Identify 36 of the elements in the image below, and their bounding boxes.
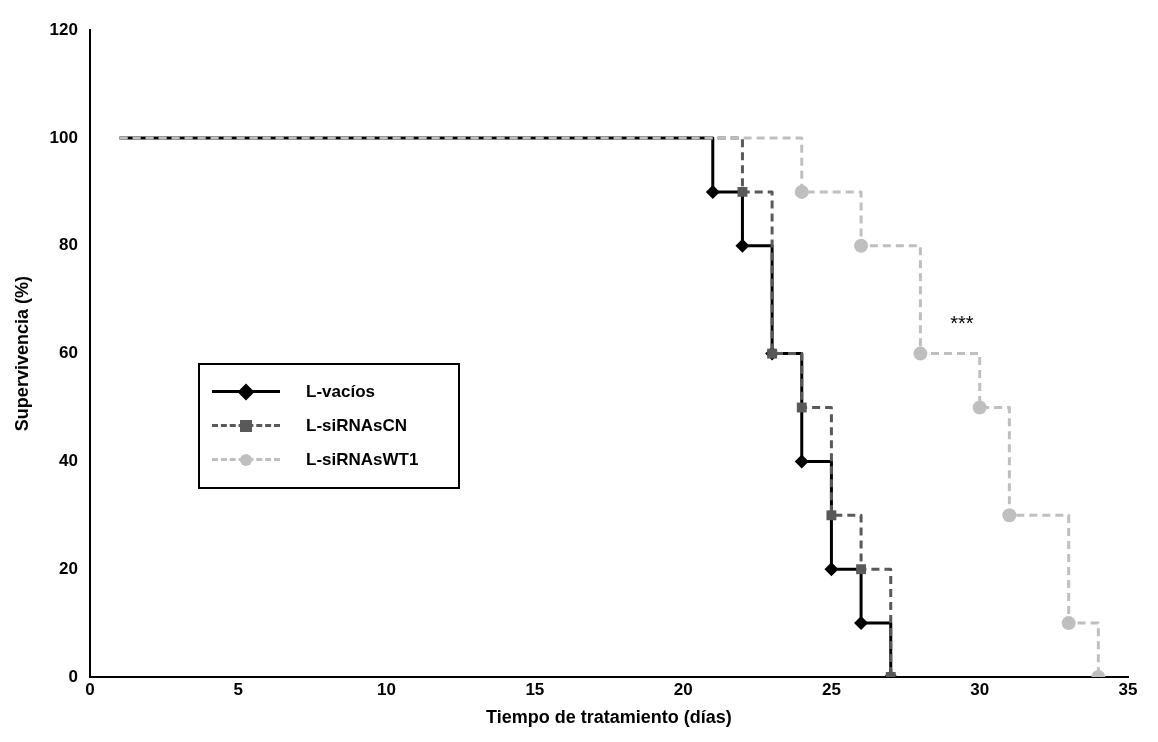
point — [913, 346, 928, 361]
point — [826, 510, 837, 521]
y-tick-label: 80 — [59, 235, 78, 255]
x-tick-label: 35 — [1118, 679, 1138, 699]
x-tick-label: 5 — [233, 679, 243, 699]
y-tick-label: 40 — [59, 451, 78, 471]
point — [1002, 508, 1017, 523]
point — [1061, 616, 1076, 631]
annotation: *** — [950, 312, 974, 335]
point — [856, 564, 867, 575]
point — [794, 184, 809, 199]
x-tick-label: 25 — [821, 679, 841, 699]
point — [972, 400, 987, 415]
point — [737, 186, 748, 197]
point — [854, 616, 869, 631]
point — [854, 238, 869, 253]
x-tick-label: 0 — [85, 679, 95, 699]
y-tick-label: 60 — [59, 343, 78, 363]
point — [796, 402, 807, 413]
x-tick-label: 15 — [525, 679, 545, 699]
y-tick-label: 0 — [68, 666, 78, 686]
y-tick-label: 120 — [49, 19, 78, 39]
y-tick-label: 100 — [49, 127, 78, 147]
legend-label: L-vacíos — [306, 382, 375, 402]
y-axis-title: Supervivencia (%) — [11, 276, 32, 432]
x-tick-label: 30 — [970, 679, 990, 699]
x-axis-title: Tiempo de tratamiento (días) — [486, 707, 732, 728]
point — [735, 238, 750, 253]
x-tick-label: 20 — [673, 679, 693, 699]
legend-label: L-siRNAsCN — [306, 416, 408, 436]
x-tick-label: 10 — [377, 679, 397, 699]
point — [824, 562, 839, 577]
y-tick-label: 20 — [59, 558, 78, 578]
legend-label: L-siRNAsWT1 — [306, 450, 419, 470]
point — [794, 454, 809, 469]
point — [705, 184, 720, 199]
